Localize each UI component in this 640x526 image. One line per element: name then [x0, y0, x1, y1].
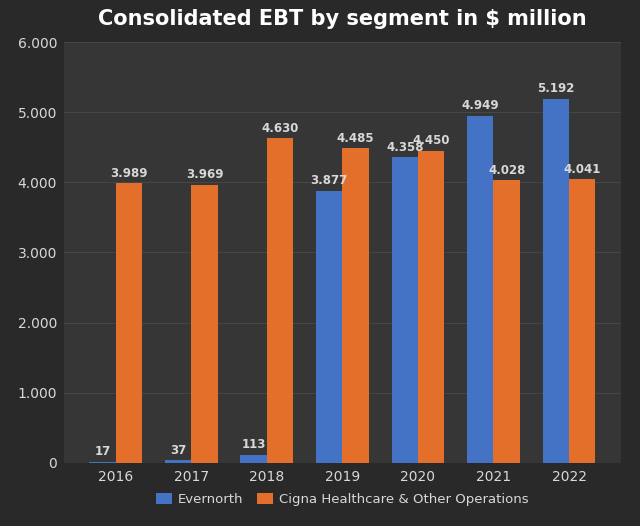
Bar — [165, 460, 191, 463]
Text: 4.630: 4.630 — [261, 122, 299, 135]
Title: Consolidated EBT by segment in $ million: Consolidated EBT by segment in $ million — [98, 9, 587, 29]
Text: 17: 17 — [95, 445, 111, 458]
Text: 4.028: 4.028 — [488, 164, 525, 177]
Bar — [316, 191, 342, 463]
Bar — [392, 157, 418, 463]
Bar — [116, 183, 142, 463]
Bar — [418, 151, 444, 463]
Text: 3.989: 3.989 — [110, 167, 148, 179]
Bar — [191, 185, 218, 463]
Text: 3.877: 3.877 — [310, 175, 348, 187]
Legend: Evernorth, Cigna Healthcare & Other Operations: Evernorth, Cigna Healthcare & Other Oper… — [150, 488, 534, 511]
Text: 4.358: 4.358 — [386, 141, 424, 154]
Bar — [543, 99, 569, 463]
Text: 37: 37 — [170, 444, 186, 457]
Text: 3.969: 3.969 — [186, 168, 223, 181]
Text: 4.949: 4.949 — [461, 99, 499, 112]
Bar — [493, 180, 520, 463]
Text: 4.041: 4.041 — [564, 163, 601, 176]
Bar — [267, 138, 293, 463]
Bar — [90, 462, 116, 463]
Text: 4.450: 4.450 — [412, 134, 450, 147]
Bar — [569, 179, 595, 463]
Bar — [467, 116, 493, 463]
Bar — [241, 455, 267, 463]
Text: 113: 113 — [241, 439, 266, 451]
Text: 5.192: 5.192 — [537, 82, 575, 95]
Text: 4.485: 4.485 — [337, 132, 374, 145]
Bar — [342, 148, 369, 463]
